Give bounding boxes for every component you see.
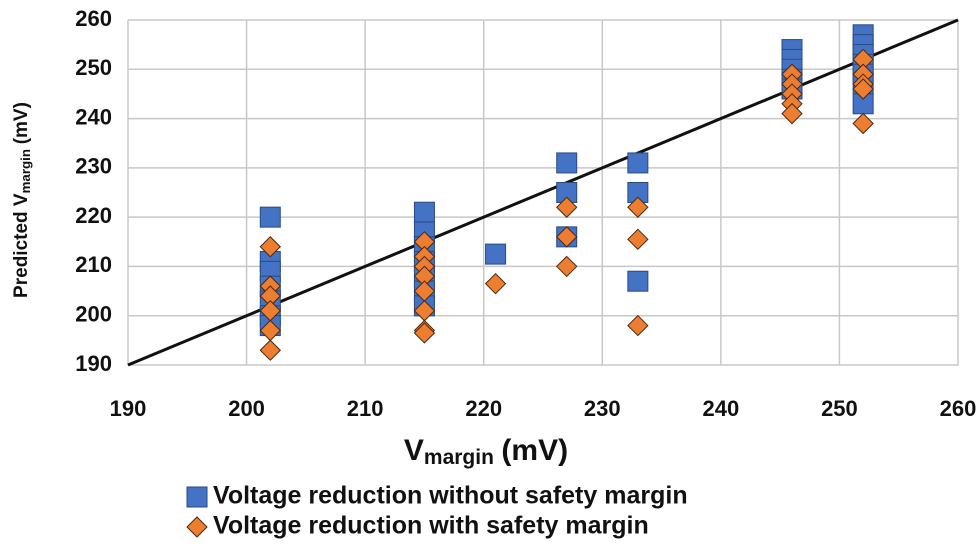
diamond-marker [556,196,578,218]
x-axis-label-unit: (mV) [501,434,568,467]
square-marker [627,270,649,292]
diamond-marker [627,228,649,251]
y-axis-label-main: Predicted V [11,193,32,298]
diamond-marker [556,226,578,248]
y-axis-label: Predicted Vmargin (mV) [11,102,32,298]
diamond-marker [186,516,208,538]
diamond-marker [259,236,281,258]
y-tick-label: 250 [75,55,112,80]
y-tick-label: 190 [75,351,112,376]
x-tick-label: 220 [465,396,502,421]
x-tick-label: 240 [702,396,739,421]
diamond-marker [852,78,874,100]
x-tick-label: 230 [584,396,621,421]
y-tick-label: 230 [75,154,112,179]
x-tick-label: 200 [228,396,265,421]
x-tick-label: 260 [940,396,977,421]
y-axis-label-unit: (mV) [11,102,32,144]
x-axis-label-main: V [404,434,424,467]
legend-label: Voltage reduction with safety margin [213,512,649,540]
diamond-marker [259,339,281,361]
diamond-marker [556,255,578,278]
square-marker [627,152,649,174]
diamond-marker [781,102,803,125]
diamond-marker [627,314,649,337]
x-axis-label: Vmargin (mV) [404,434,568,469]
diamond-marker [852,112,874,135]
diamond-marker [413,322,436,344]
square-marker [186,486,208,508]
y-tick-label: 200 [75,302,112,327]
y-tick-label: 260 [75,6,112,31]
legend-label: Voltage reduction without safety margin [213,482,688,510]
square-marker [485,243,507,265]
x-tick-label: 250 [821,396,858,421]
y-axis-label-sub: margin [17,149,32,193]
diamond-marker [627,196,649,218]
y-tick-label: 210 [75,252,112,277]
x-tick-label: 210 [347,396,384,421]
x-axis-label-sub: margin [424,446,494,469]
diamond-marker [484,272,507,295]
square-marker [259,206,281,228]
square-marker [556,152,578,174]
x-tick-label: 190 [110,396,147,421]
square-marker [413,201,435,223]
y-tick-label: 220 [75,203,112,228]
y-tick-label: 240 [75,104,112,129]
